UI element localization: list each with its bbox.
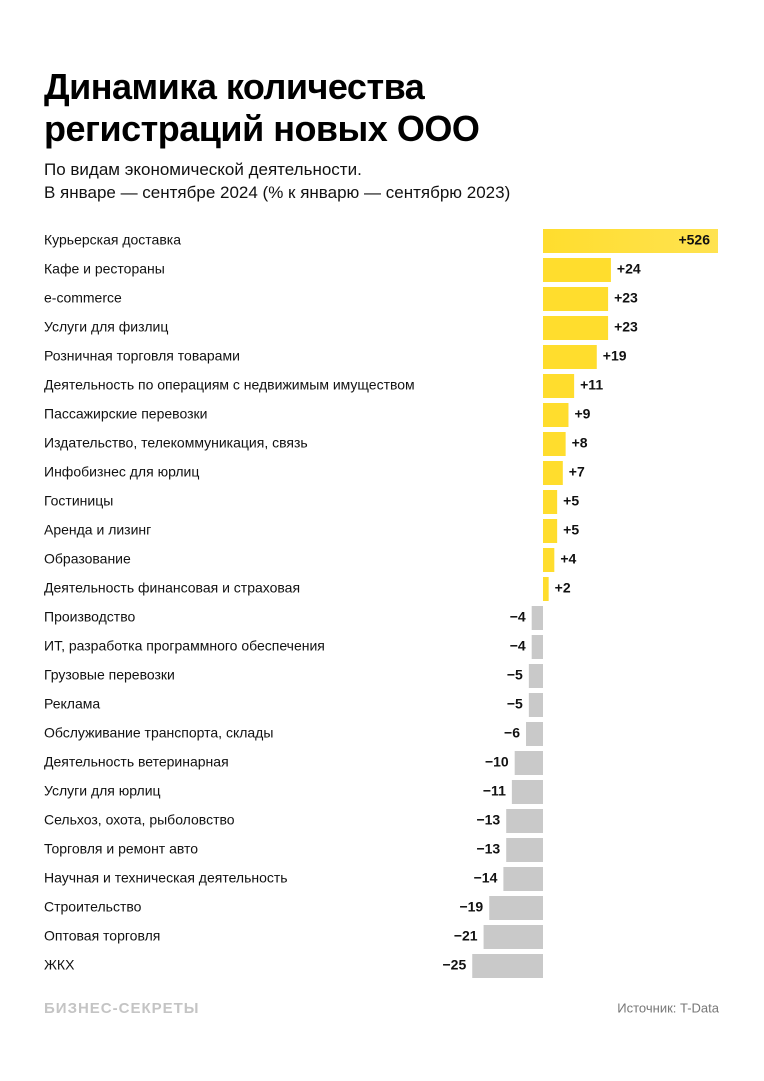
value-label: −5 [507, 667, 523, 683]
chart-title: Динамика количества регистраций новых ОО… [44, 66, 480, 149]
value-label: −19 [459, 899, 483, 915]
value-label: +8 [572, 435, 588, 451]
value-label: +11 [580, 377, 603, 393]
bar [543, 287, 609, 311]
value-label: +23 [614, 319, 638, 335]
bar [543, 577, 549, 601]
bar [543, 548, 555, 572]
bar [543, 374, 575, 398]
bar [514, 751, 543, 775]
category-label: Издательство, телекоммуникация, связь [44, 435, 308, 451]
bar [528, 664, 543, 688]
category-label: Образование [44, 551, 131, 567]
bar [483, 925, 543, 949]
bar [528, 693, 543, 717]
category-label: Оптовая торговля [44, 928, 160, 944]
value-label: +9 [574, 406, 590, 422]
value-label: −13 [476, 841, 500, 857]
category-label: Деятельность финансовая и страховая [44, 580, 300, 596]
category-label: Производство [44, 609, 135, 625]
bar [543, 403, 569, 427]
value-label: −21 [454, 928, 478, 944]
value-label: +24 [617, 261, 641, 277]
category-label: Сельхоз, охота, рыболовство [44, 812, 235, 828]
brand-logo: БИЗНЕС-СЕКРЕТЫ [44, 1000, 199, 1017]
value-label: +7 [569, 464, 585, 480]
bar [543, 432, 566, 456]
bar [543, 345, 597, 369]
bar [531, 635, 543, 659]
bar [543, 519, 558, 543]
bar [506, 838, 543, 862]
category-label: Аренда и лизинг [44, 522, 151, 538]
category-label: Научная и техническая деятельность [44, 870, 288, 886]
value-label: +526 [678, 232, 710, 248]
category-label: Инфобизнес для юрлиц [44, 464, 199, 480]
category-label: Обслуживание транспорта, склады [44, 725, 273, 741]
bar [543, 229, 718, 253]
category-label: e-commerce [44, 290, 122, 306]
category-label: Кафе и рестораны [44, 261, 165, 277]
bar [531, 606, 543, 630]
bar [503, 867, 543, 891]
bar [543, 258, 611, 282]
category-label: ИТ, разработка программного обеспечения [44, 638, 325, 654]
bar [543, 316, 609, 340]
source-note: Источник: T-Data [617, 1000, 720, 1015]
category-label: Услуги для юрлиц [44, 783, 161, 799]
bar [472, 954, 543, 978]
value-label: −13 [476, 812, 500, 828]
value-label: +19 [603, 348, 627, 364]
value-label: +4 [560, 551, 576, 567]
category-label: Розничная торговля товарами [44, 348, 240, 364]
category-label: Услуги для физлиц [44, 319, 168, 335]
value-label: −14 [474, 870, 498, 886]
chart-subtitle: По видам экономической деятельности. В я… [44, 160, 511, 202]
value-label: −11 [483, 783, 506, 799]
category-label: Деятельность по операциям с недвижимым и… [44, 377, 415, 393]
value-label: −5 [507, 696, 523, 712]
value-label: −25 [443, 957, 467, 973]
category-label: Пассажирские перевозки [44, 406, 207, 422]
category-label: Деятельность ветеринарная [44, 754, 229, 770]
value-label: +23 [614, 290, 638, 306]
value-label: +2 [555, 580, 571, 596]
value-label: −4 [510, 638, 526, 654]
value-label: −4 [510, 609, 526, 625]
value-label: +5 [563, 493, 579, 509]
category-label: Реклама [44, 696, 100, 712]
category-label: Грузовые перевозки [44, 667, 175, 683]
bar [543, 461, 563, 485]
bar [543, 490, 558, 514]
value-label: +5 [563, 522, 579, 538]
bar [489, 896, 543, 920]
category-label: Торговля и ремонт авто [44, 841, 198, 857]
bar [511, 780, 543, 804]
value-label: −6 [504, 725, 520, 741]
bar [506, 809, 543, 833]
bar [526, 722, 543, 746]
category-label: Гостиницы [44, 493, 113, 509]
value-label: −10 [485, 754, 509, 770]
category-label: Курьерская доставка [44, 232, 181, 248]
category-label: Строительство [44, 899, 142, 915]
category-label: ЖКХ [44, 957, 75, 973]
